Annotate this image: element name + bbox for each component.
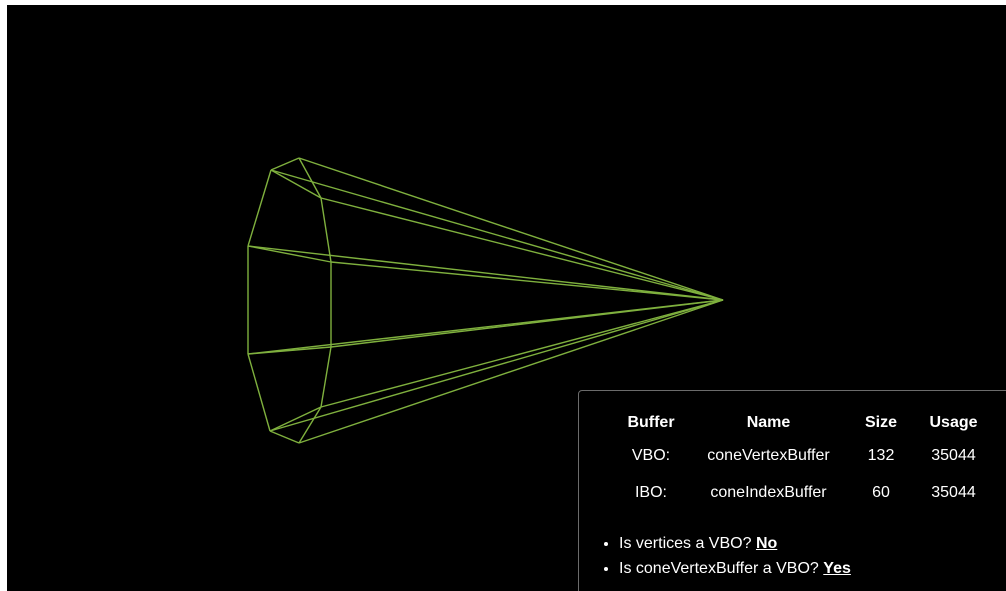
table-header-row: Buffer Name Size Usage (611, 413, 991, 447)
wireframe-edge (247, 353, 271, 432)
wireframe-edge (330, 299, 724, 348)
column-header-name: Name (746, 414, 791, 431)
wireframe-edge (247, 245, 724, 301)
check-question: Is vertices a VBO? (619, 535, 752, 552)
wireframe-edge (298, 157, 724, 301)
buffer-size-cell: 60 (872, 484, 890, 501)
wireframe-edge (270, 169, 322, 199)
list-item: Is vertices a VBO? No (619, 531, 851, 556)
wireframe-edge (298, 299, 724, 444)
table-row: VBO: coneVertexBuffer 132 35044 (611, 447, 991, 484)
wireframe-edge (330, 261, 724, 301)
buffer-name-cell: coneIndexBuffer (710, 484, 827, 501)
wireframe-edge (269, 299, 724, 432)
list-item: Is coneVertexBuffer a VBO? Yes (619, 556, 851, 581)
buffer-table: Buffer Name Size Usage VBO: coneVertexBu… (611, 413, 991, 521)
buffer-type-cell: VBO: (631, 447, 671, 464)
vbo-check-list: Is vertices a VBO? No Is coneVertexBuffe… (601, 531, 851, 581)
wireframe-edge (320, 346, 332, 408)
wireframe-edge (269, 430, 300, 444)
check-question: Is coneVertexBuffer a VBO? (619, 560, 819, 577)
wireframe-edge (247, 245, 332, 263)
buffer-type-cell: IBO: (634, 484, 667, 501)
check-answer: Yes (823, 560, 851, 577)
webgl-canvas[interactable]: Buffer Name Size Usage VBO: coneVertexBu… (7, 5, 1006, 591)
column-header-size: Size (864, 414, 897, 431)
buffer-name-cell: coneVertexBuffer (707, 447, 830, 464)
wireframe-edge (320, 299, 724, 408)
wireframe-edge (247, 169, 272, 247)
column-header-usage: Usage (929, 414, 978, 431)
check-answer: No (755, 535, 778, 552)
buffer-size-cell: 132 (867, 447, 895, 464)
cone-wireframe (247, 157, 724, 444)
buffer-usage-cell: 35044 (931, 447, 976, 464)
wireframe-edge (269, 406, 322, 432)
wireframe-edge (320, 197, 724, 301)
wireframe-edge (298, 157, 322, 199)
table-row: IBO: coneIndexBuffer 60 35044 (611, 484, 991, 521)
wireframe-edge (270, 169, 724, 301)
wireframe-edge (320, 197, 332, 263)
column-header-buffer: Buffer (627, 414, 675, 431)
buffer-usage-cell: 35044 (931, 484, 976, 501)
buffer-info-panel: Buffer Name Size Usage VBO: coneVertexBu… (578, 390, 1006, 591)
wireframe-edge (298, 406, 322, 444)
wireframe-edge (270, 157, 300, 171)
